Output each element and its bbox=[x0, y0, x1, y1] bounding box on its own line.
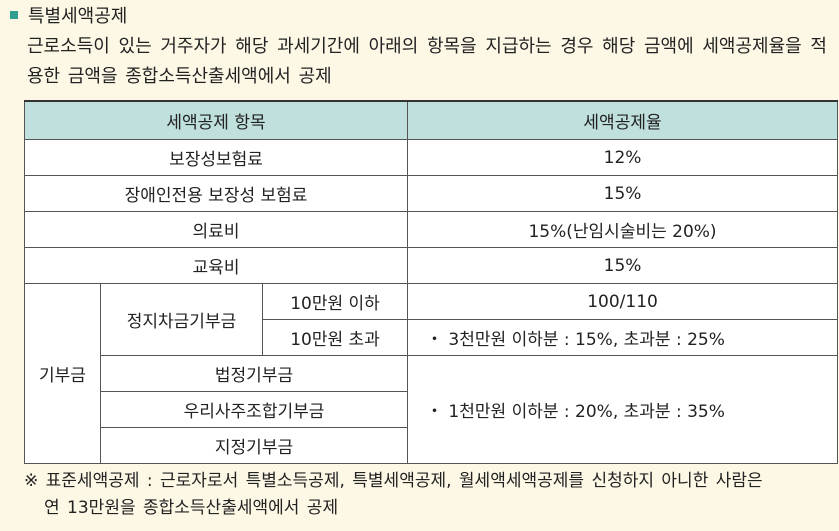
row-rate: 15%(난임시술비는 20%) bbox=[407, 211, 839, 248]
header-rate: 세액공제율 bbox=[407, 100, 839, 140]
donation-label: 기부금 bbox=[24, 283, 101, 464]
footnote: ※ 표준세액공제 : 근로자로서 특별소득공제, 특별세액공제, 월세액세액공제… bbox=[24, 468, 832, 522]
square-bullet-icon bbox=[10, 11, 18, 19]
table-row: 기부금 정지차금기부금 10만원 이하 100/110 bbox=[24, 283, 839, 464]
political-donation-label: 정지차금기부금 bbox=[100, 283, 263, 356]
row-item: 의료비 bbox=[23, 211, 409, 248]
table-row: 교육비 15% bbox=[23, 247, 839, 284]
political-under-rate: 100/110 bbox=[407, 283, 839, 320]
ourstock-donation-label: 우리사주조합기부금 bbox=[99, 391, 409, 428]
intro-paragraph: 근로소득이 있는 거주자가 해당 과세기간에 아래의 항목을 지급하는 경우 해… bbox=[27, 36, 827, 87]
political-under-label: 10만원 이하 bbox=[261, 283, 409, 320]
footnote-line: ※ 표준세액공제 : 근로자로서 특별소득공제, 특별세액공제, 월세액세액공제… bbox=[24, 471, 763, 491]
row-item: 교육비 bbox=[23, 247, 409, 284]
row-item: 장애인전용 보장성 보험료 bbox=[23, 175, 409, 212]
section-title: 특별세액공제 bbox=[28, 6, 128, 27]
table-row: 보장성보험료 12% bbox=[23, 139, 839, 176]
table-row: 법정기부금 ・ 1천만원 이하분 : 20%, 초과분 : 35% bbox=[25, 355, 839, 464]
row-item: 보장성보험료 bbox=[23, 139, 409, 176]
section-heading: 특별세액공제 bbox=[10, 2, 127, 28]
designated-donation-rate: ・ 1천만원 이하분 : 20%, 초과분 : 35% bbox=[407, 355, 839, 464]
header-item: 세액공제 항목 bbox=[23, 100, 409, 140]
row-rate: 12% bbox=[407, 139, 839, 176]
row-rate: 15% bbox=[407, 247, 839, 284]
row-rate: 15% bbox=[407, 175, 839, 212]
footnote-line: 연 13만원을 종합소득산출세액에서 공제 bbox=[44, 498, 339, 518]
table-header-row: 세액공제 항목 세액공제율 bbox=[23, 100, 839, 140]
table-row: 장애인전용 보장성 보험료 15% bbox=[23, 175, 839, 212]
political-over-label: 10만원 초과 bbox=[261, 319, 409, 356]
designated-donation-label: 지정기부금 bbox=[99, 427, 409, 464]
table-row: 10만원 초과 ・ 3천만원 이하분 : 15%, 초과분 : 25% bbox=[25, 319, 839, 356]
tax-credit-table: 세액공제 항목 세액공제율 보장성보험료 12% 장애인전용 보장성 보험료 1… bbox=[23, 100, 839, 464]
table-row: 지정기부금 bbox=[25, 427, 838, 464]
statutory-donation-label: 법정기부금 bbox=[99, 355, 409, 392]
political-over-rate: ・ 3천만원 이하분 : 15%, 초과분 : 25% bbox=[407, 319, 839, 356]
table-row: 의료비 15%(난임시술비는 20%) bbox=[23, 211, 839, 248]
